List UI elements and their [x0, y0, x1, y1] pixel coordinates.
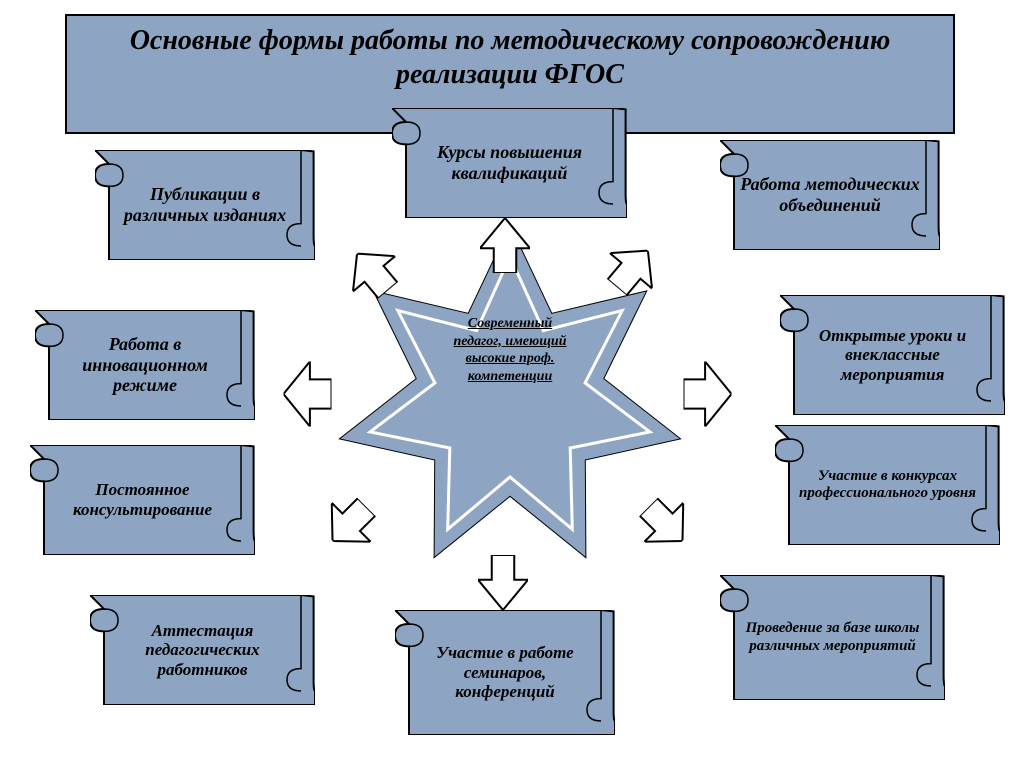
- scroll-method: Работа методических объединений: [720, 140, 940, 250]
- scroll-contest: Участие в конкурсах профессионального ур…: [775, 425, 1000, 545]
- scroll-school: Проведение за базе школы различных мероп…: [720, 575, 945, 700]
- arrow-a-up: [480, 218, 530, 273]
- arrow-a-l: [284, 362, 332, 427]
- scroll-open-text: Открытые уроки и внеклассные мероприятия: [800, 307, 985, 403]
- scroll-school-text: Проведение за базе школы различных мероп…: [740, 587, 925, 688]
- center-star-text: Современный педагог, имеющий высокие про…: [450, 315, 570, 485]
- scroll-courses: Курсы повышения квалификаций: [392, 108, 627, 218]
- scroll-attest-text: Аттестация педагогических работников: [110, 607, 295, 693]
- scroll-pub: Публикации в различных изданиях: [95, 150, 315, 260]
- scroll-contest-text: Участие в конкурсах профессионального ур…: [795, 437, 980, 533]
- scroll-innov: Работа в инновационном режиме: [35, 310, 255, 420]
- arrow-a-r: [684, 362, 732, 427]
- scroll-method-text: Работа методических объединений: [740, 152, 920, 238]
- title-text: Основные формы работы по методическому с…: [130, 25, 891, 90]
- scroll-consult: Постоянное консультирование: [30, 445, 255, 555]
- scroll-courses-text: Курсы повышения квалификаций: [412, 120, 607, 206]
- scroll-attest: Аттестация педагогических работников: [90, 595, 315, 705]
- scroll-seminar-text: Участие в работе семинаров, конференций: [415, 622, 595, 723]
- scroll-seminar: Участие в работе семинаров, конференций: [395, 610, 615, 735]
- scroll-open: Открытые уроки и внеклассные мероприятия: [780, 295, 1005, 415]
- scroll-innov-text: Работа в инновационном режиме: [55, 322, 235, 408]
- scroll-pub-text: Публикации в различных изданиях: [115, 162, 295, 248]
- scroll-consult-text: Постоянное консультирование: [50, 457, 235, 543]
- arrow-a-dn: [478, 555, 528, 610]
